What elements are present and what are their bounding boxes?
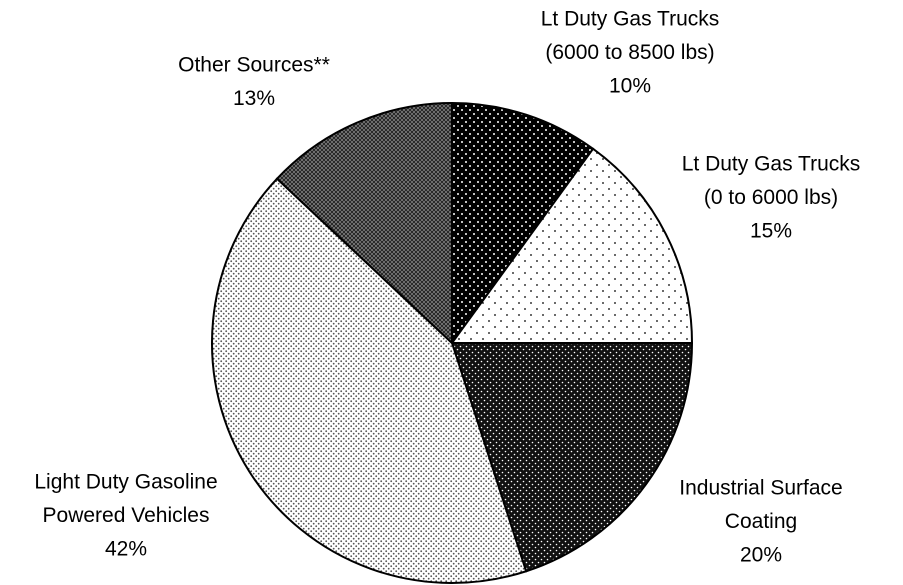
pie-slice (450, 147, 694, 344)
pie-slice (275, 101, 453, 346)
slice-label: Powered Vehicles (43, 504, 210, 527)
slice-label: Lt Duty Gas Trucks (682, 153, 861, 176)
slice-value-label: 20% (740, 544, 782, 567)
slice-value-label: 42% (105, 538, 147, 561)
pie-slice (211, 177, 528, 584)
slice-value-label: 13% (233, 87, 275, 110)
pie-slice (451, 101, 595, 347)
slice-value-label: 15% (750, 220, 792, 243)
slice-label: (0 to 6000 lbs) (704, 186, 838, 209)
slice-label: Other Sources** (178, 54, 330, 77)
slice-value-label: 10% (609, 75, 651, 98)
slice-label: Light Duty Gasoline (34, 471, 217, 494)
slice-label: Industrial Surface (679, 477, 842, 500)
slice-label: Coating (725, 510, 797, 533)
slice-label: Lt Duty Gas Trucks (541, 8, 720, 31)
slice-label: (6000 to 8500 lbs) (545, 41, 714, 64)
pie-slice (450, 342, 694, 573)
